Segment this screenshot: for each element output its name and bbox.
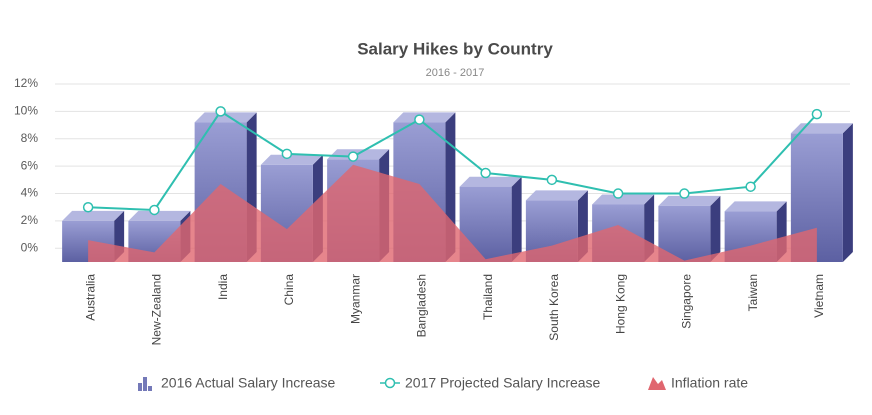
line-point xyxy=(679,188,690,199)
line-point xyxy=(149,204,160,216)
x-tick-label: Myanmar xyxy=(348,274,362,324)
x-tick-label: New-Zealand xyxy=(150,274,164,345)
chart-title: Salary Hikes by Country xyxy=(357,39,553,58)
line-point xyxy=(347,151,359,162)
legend-label: 2017 Projected Salary Increase xyxy=(405,375,601,391)
x-tick-label: Australia xyxy=(83,274,97,321)
bar-top xyxy=(592,194,655,205)
legend-label: Inflation rate xyxy=(671,375,748,391)
y-tick-label: 4% xyxy=(21,186,39,200)
y-tick-label: 2% xyxy=(21,213,39,227)
bar-top xyxy=(128,210,191,221)
legend-icon xyxy=(648,377,666,390)
bar-side xyxy=(511,176,522,262)
x-tick-label: Thailand xyxy=(481,274,495,320)
y-tick-label: 6% xyxy=(21,158,39,172)
x-tick-label: Taiwan xyxy=(746,274,760,311)
x-tick-label: Hong Kong xyxy=(613,274,627,334)
line-point xyxy=(745,181,756,192)
bar-top xyxy=(724,201,787,212)
bar-top xyxy=(393,112,456,123)
y-tick-label: 8% xyxy=(21,131,39,145)
legend-icon xyxy=(138,383,142,391)
x-tick-label: South Korea xyxy=(547,274,561,341)
x-tick-label: China xyxy=(282,274,296,306)
line-point xyxy=(612,188,624,199)
area xyxy=(88,164,817,262)
y-tick-label: 12% xyxy=(14,76,38,90)
line-point xyxy=(215,106,226,117)
legend-icon xyxy=(384,377,396,389)
bar-top xyxy=(658,195,721,206)
line-point xyxy=(281,148,293,160)
line-point xyxy=(82,201,94,213)
bar-side xyxy=(710,195,721,262)
bar-side xyxy=(842,123,853,263)
bar-top xyxy=(525,190,588,201)
line-point xyxy=(546,174,558,186)
legend-icon xyxy=(143,377,147,391)
y-tick-label: 0% xyxy=(21,240,39,254)
y-tick-label: 10% xyxy=(14,104,38,118)
bar-top xyxy=(62,210,125,221)
x-tick-label: India xyxy=(216,274,230,300)
x-tick-label: Vietnam xyxy=(812,274,826,318)
bar-top xyxy=(260,154,323,165)
line xyxy=(88,110,818,211)
legend-icon xyxy=(148,386,152,391)
legend-label: 2016 Actual Salary Increase xyxy=(161,375,336,391)
line-point xyxy=(811,108,823,120)
line-point xyxy=(480,167,491,179)
line-point xyxy=(414,114,425,125)
x-tick-label: Bangladesh xyxy=(415,274,429,337)
bar-top xyxy=(459,176,522,187)
chart-subtitle: 2016 - 2017 xyxy=(426,67,485,79)
bar-top xyxy=(194,112,257,123)
x-tick-label: Singapore xyxy=(680,274,694,329)
